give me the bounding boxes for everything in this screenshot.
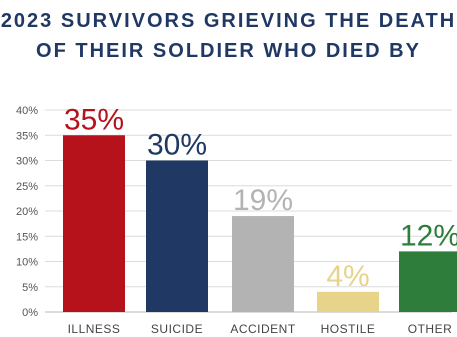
value-label-suicide: 30% bbox=[147, 129, 207, 162]
y-tick-label: 40% bbox=[16, 105, 38, 117]
bar-suicide bbox=[146, 160, 208, 312]
value-labels: 35% 30% 19% 4% 12% bbox=[64, 103, 457, 293]
value-label-illness: 35% bbox=[64, 103, 124, 136]
y-tick-label: 25% bbox=[16, 181, 38, 193]
y-tick-label: 5% bbox=[22, 282, 38, 294]
y-tick-label: 20% bbox=[16, 206, 38, 218]
value-label-accident: 19% bbox=[233, 184, 293, 217]
category-label-other: OTHER bbox=[408, 322, 453, 336]
chart-title-line-1: 2023 SURVIVORS GRIEVING THE DEATH bbox=[0, 10, 457, 32]
y-tick-label: 10% bbox=[16, 257, 38, 269]
category-label-suicide: SUICIDE bbox=[151, 322, 203, 336]
category-label-illness: ILLNESS bbox=[68, 322, 121, 336]
bar-series bbox=[63, 135, 457, 312]
bar-hostile bbox=[317, 291, 379, 312]
y-tick-label: 35% bbox=[16, 130, 38, 142]
x-axis-labels: ILLNESS SUICIDE ACCIDENT HOSTILE OTHER bbox=[68, 322, 453, 336]
bar-other bbox=[399, 251, 457, 312]
y-axis-ticks: 0% 5% 10% 15% 20% 25% 30% 35% 40% bbox=[16, 105, 38, 319]
y-tick-label: 0% bbox=[22, 307, 38, 319]
value-label-other: 12% bbox=[400, 219, 457, 252]
bar-accident bbox=[232, 216, 294, 312]
category-label-hostile: HOSTILE bbox=[321, 322, 376, 336]
y-tick-label: 30% bbox=[16, 156, 38, 168]
value-label-hostile: 4% bbox=[326, 260, 369, 293]
y-tick-label: 15% bbox=[16, 231, 38, 243]
bar-illness bbox=[63, 135, 125, 312]
category-label-accident: ACCIDENT bbox=[230, 322, 296, 336]
chart-title-line-2: OF THEIR SOLDIER WHO DIED BY bbox=[36, 40, 421, 62]
